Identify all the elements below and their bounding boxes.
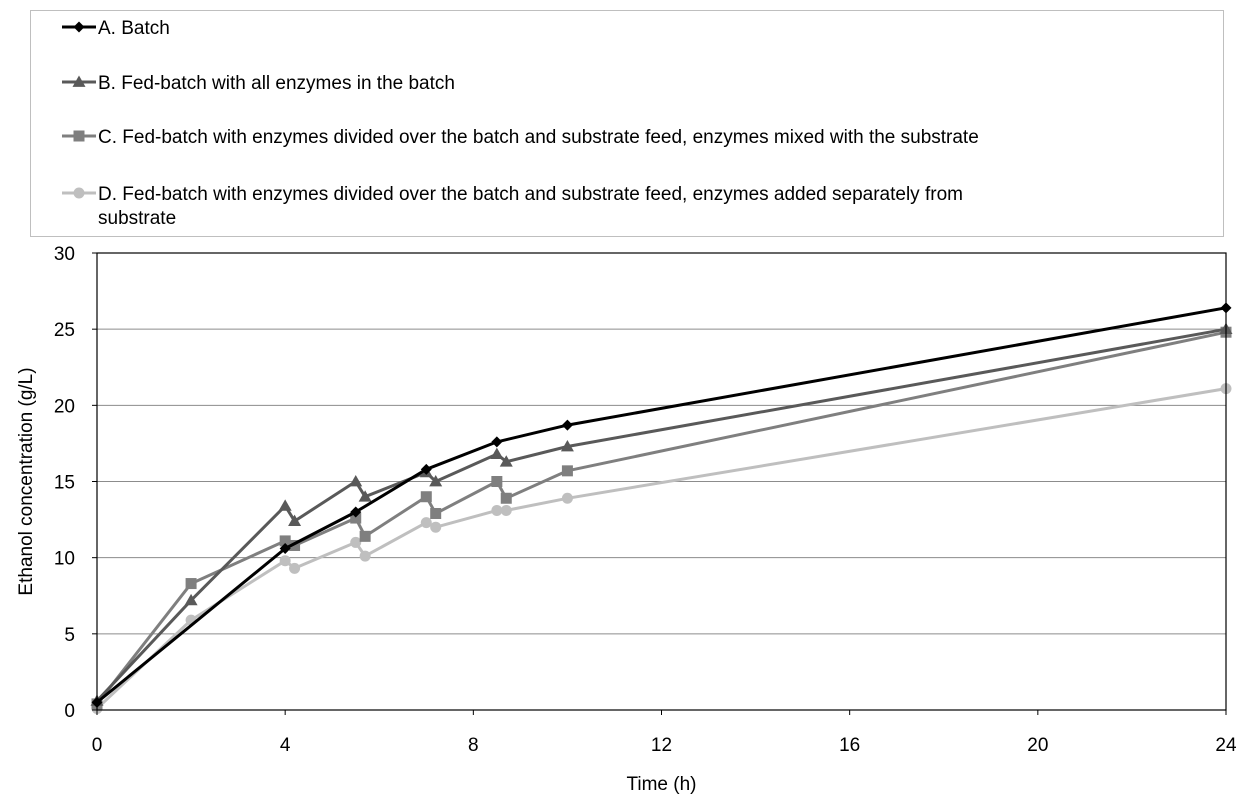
legend-label-1: A. Batch (98, 18, 170, 39)
data-point-3-11 (561, 465, 573, 477)
data-point-2-2 (184, 593, 198, 606)
data-point-3-2 (185, 578, 197, 590)
y-axis-title: Ethanol concentration (g/L) (16, 367, 37, 595)
legend-box (30, 10, 1224, 237)
data-point-1-2 (279, 543, 291, 555)
data-point-2-10 (499, 455, 513, 467)
data-point-4-9 (491, 504, 503, 516)
y-tick-label-6: 30 (54, 244, 75, 265)
x-tick-label-6: 24 (1215, 735, 1237, 756)
data-point-3-9 (491, 476, 503, 487)
data-point-2-9 (490, 447, 504, 459)
data-point-2-11 (560, 439, 574, 452)
data-point-3-10 (500, 492, 512, 504)
data-point-4-3 (279, 555, 291, 567)
x-tick-label-2: 8 (468, 735, 479, 756)
data-point-2-8 (429, 475, 443, 487)
data-point-3-6 (359, 530, 371, 542)
data-point-1-4 (420, 463, 432, 475)
legend-marker-4 (73, 187, 85, 199)
x-tick-label-4: 16 (839, 735, 860, 756)
y-tick-label-1: 5 (64, 625, 75, 646)
x-tick-label-0: 0 (92, 735, 103, 756)
series-4 (91, 383, 1232, 714)
legend: A. Batch B. Fed-batch with all enzymes in… (30, 10, 1224, 237)
data-point-4-7 (420, 517, 432, 529)
series-layer (90, 302, 1233, 714)
data-point-4-10 (500, 504, 512, 516)
data-point-2-4 (288, 514, 302, 526)
axes: 0 5 10 15 20 25 30 0 4 8 12 16 20 24 Time (h) Ethanol c… (16, 244, 1237, 795)
series-line-2 (95, 327, 1227, 702)
y-tick-label-4: 20 (54, 396, 75, 417)
data-point-2-6 (358, 490, 372, 502)
legend-marker-3 (73, 130, 85, 142)
data-point-4-6 (359, 550, 371, 562)
x-tick-label-5: 20 (1027, 735, 1048, 756)
y-tick-label-0: 0 (64, 701, 75, 722)
data-point-3-4 (289, 539, 301, 551)
series-2 (90, 322, 1233, 706)
data-point-4-4 (289, 562, 301, 574)
series-line-4 (95, 387, 1227, 710)
data-point-1-6 (561, 419, 573, 431)
y-tick-label-3: 15 (54, 473, 75, 494)
series-1 (91, 302, 1232, 708)
legend-label-3: C. Fed-batch with enzymes divided over t… (98, 127, 979, 148)
data-point-3-7 (420, 491, 432, 503)
data-point-3-8 (430, 507, 442, 519)
data-point-3-5 (350, 512, 362, 524)
series-3 (91, 326, 1232, 710)
x-tick-label-3: 12 (651, 735, 672, 756)
data-point-3-3 (279, 535, 291, 547)
data-point-1-3 (350, 506, 362, 518)
x-axis-title: Time (h) (626, 774, 696, 795)
legend-marker-1 (73, 21, 85, 33)
y-tick-label-2: 10 (54, 549, 75, 570)
data-point-1-5 (491, 436, 503, 448)
data-point-4-11 (561, 492, 573, 504)
legend-label-4: D. Fed-batch with enzymes divided over t… (98, 184, 963, 229)
data-point-4-5 (350, 536, 362, 548)
legend-label-2: B. Fed-batch with all enzymes in the bat… (98, 73, 455, 94)
data-point-2-3 (278, 499, 292, 511)
legend-marker-2 (72, 75, 86, 87)
x-tick-label-1: 4 (280, 735, 291, 756)
data-point-2-5 (349, 475, 363, 487)
data-point-4-8 (430, 521, 442, 533)
y-tick-label-5: 25 (54, 320, 75, 341)
series-line-3 (95, 330, 1227, 705)
